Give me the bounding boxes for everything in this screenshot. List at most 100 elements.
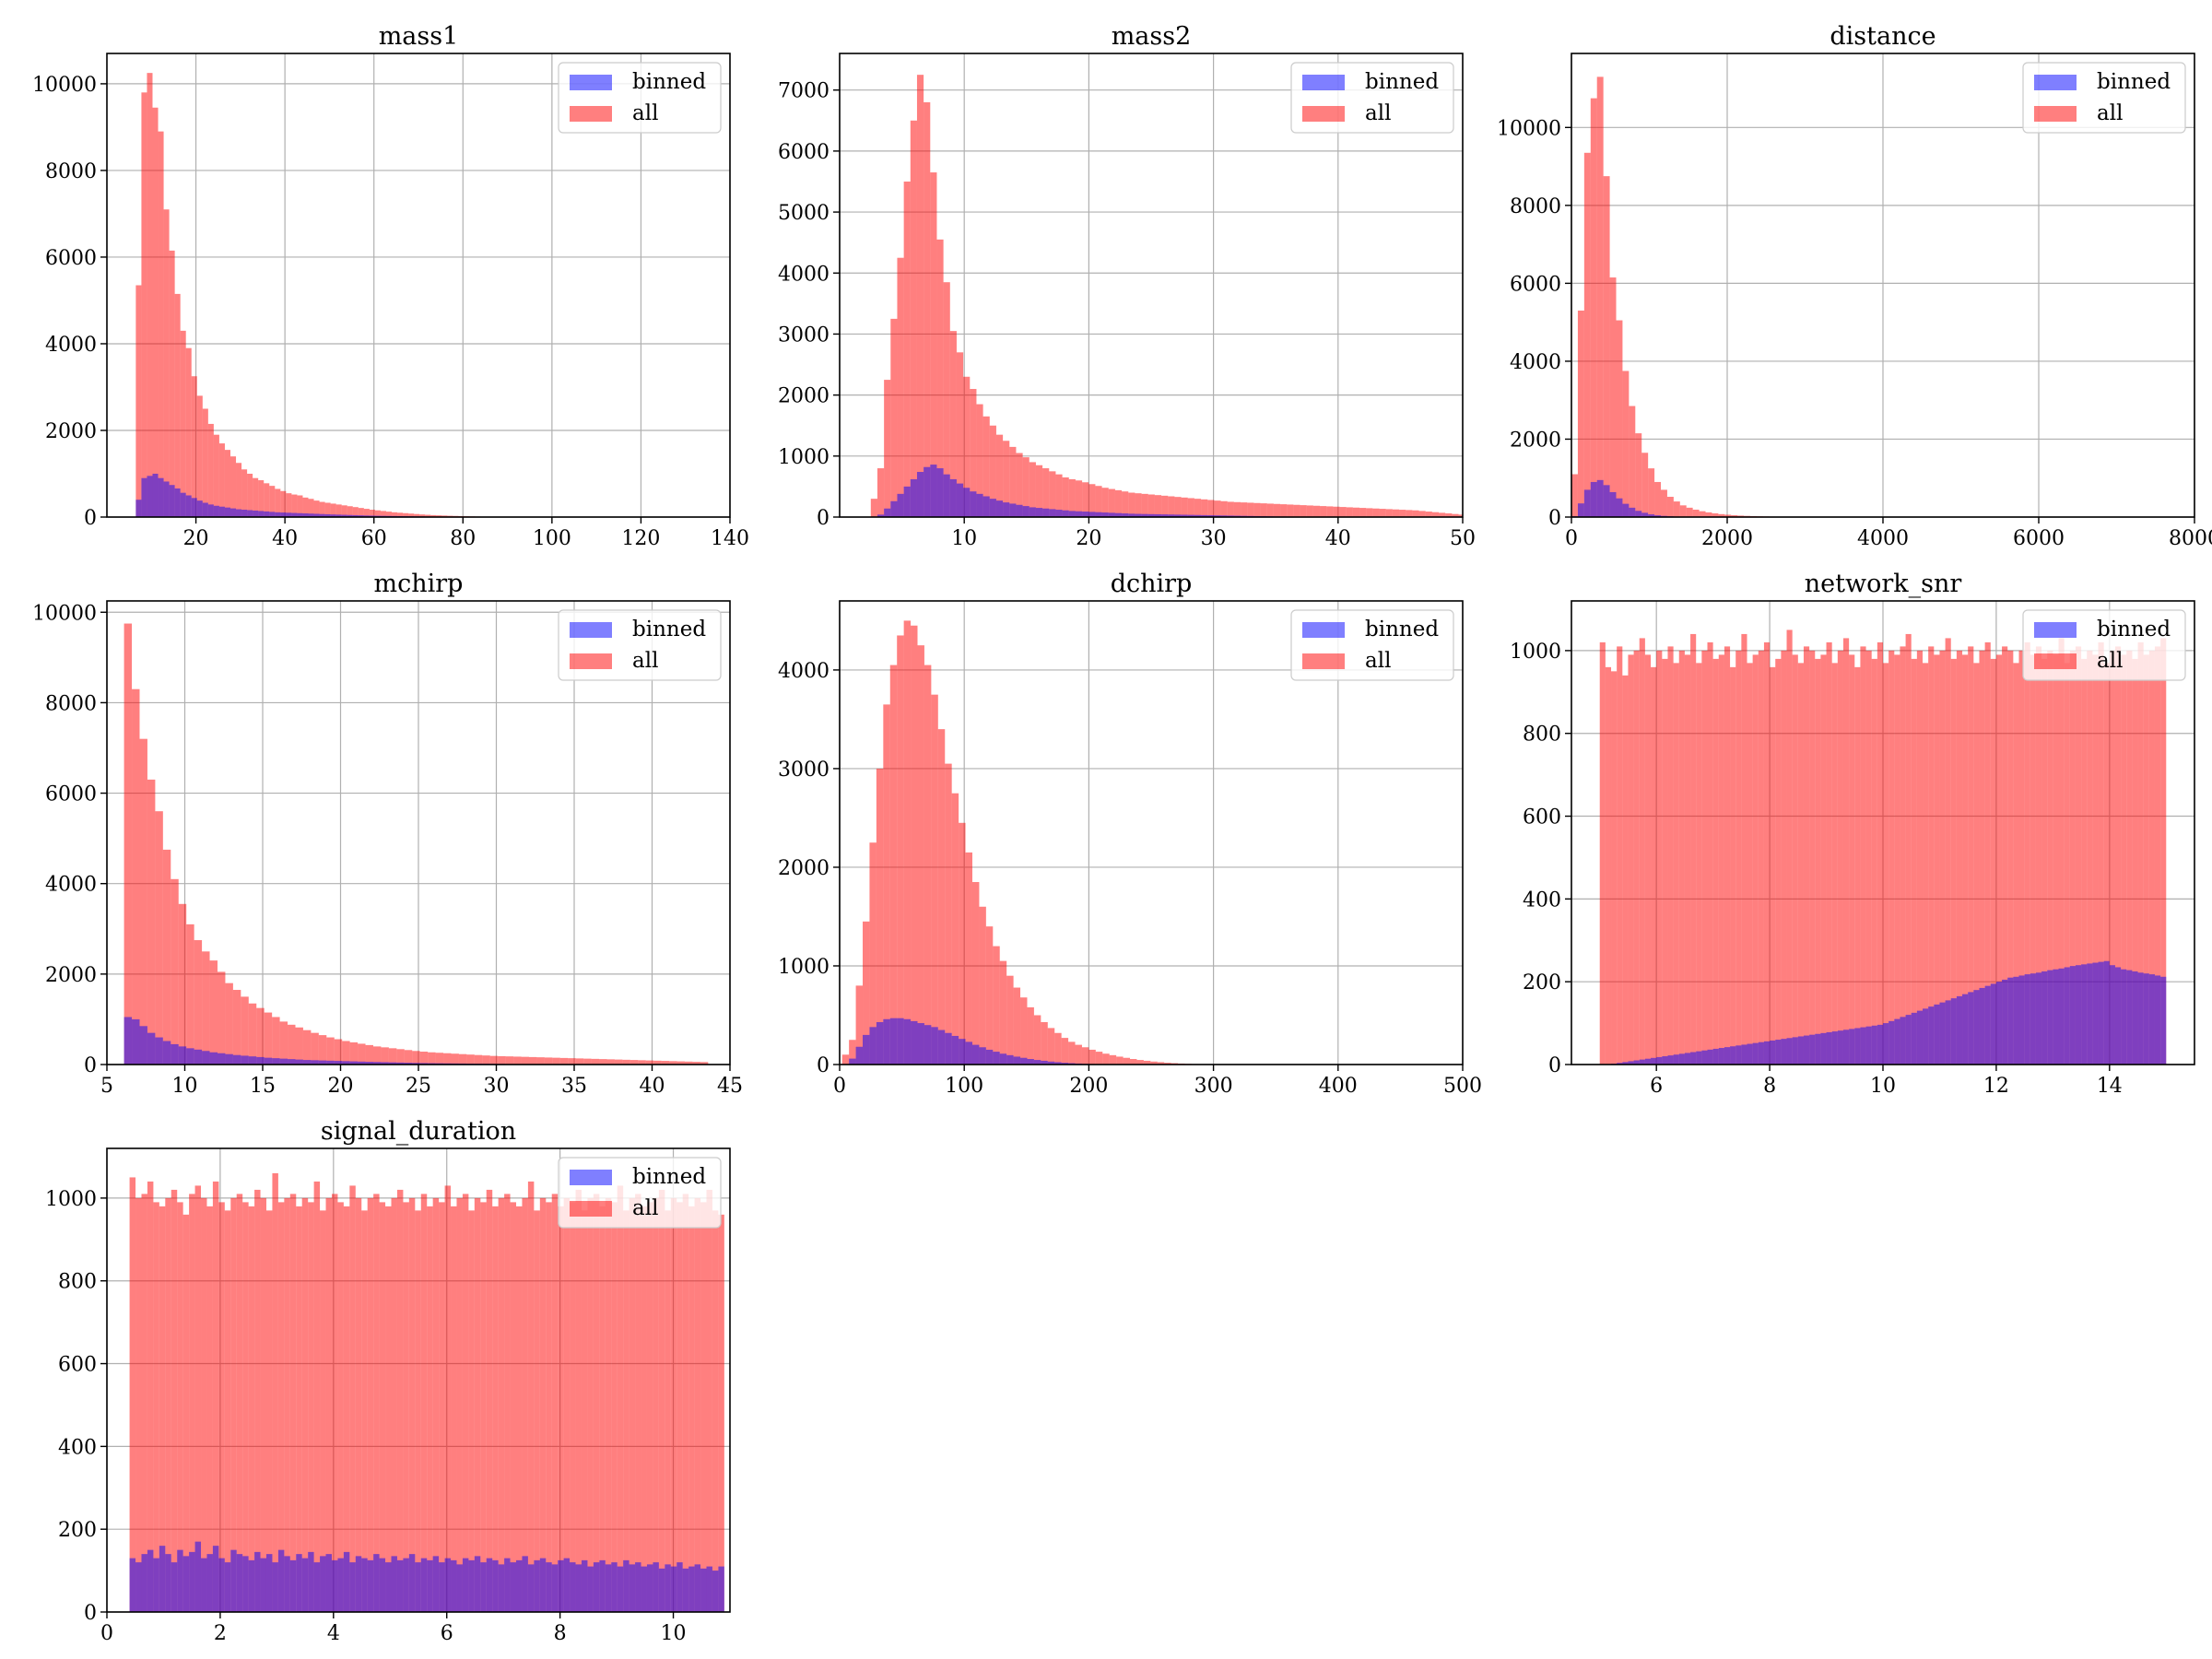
bar-binned	[248, 1559, 255, 1612]
y-tick-label: 1000	[778, 956, 830, 979]
bar-binned	[1122, 513, 1129, 517]
series-binned	[1611, 960, 2167, 1065]
bar-all	[1763, 641, 1771, 1065]
bar-binned	[326, 1060, 335, 1065]
bar-all	[883, 704, 890, 1065]
bar-all	[1934, 654, 1940, 1065]
bar-all	[1741, 633, 1747, 1065]
bar-binned	[218, 506, 225, 517]
bar-all	[1227, 501, 1234, 517]
bar-all	[1616, 320, 1623, 517]
x-tick-label: 120	[621, 527, 660, 550]
bar-all	[451, 1206, 457, 1612]
bar-all	[169, 250, 175, 517]
bar-all	[279, 1021, 288, 1065]
bar-all	[611, 1202, 618, 1612]
bar-binned	[546, 1562, 552, 1612]
bar-binned	[1622, 1062, 1629, 1065]
bar-all	[665, 1210, 671, 1612]
bar-binned	[653, 1562, 659, 1612]
bar-binned	[1718, 1048, 1724, 1065]
bar-binned	[132, 1018, 140, 1065]
bar-all	[247, 473, 253, 517]
bar-all	[623, 1210, 629, 1612]
bar-binned	[2081, 964, 2088, 1065]
bar-all	[943, 282, 950, 517]
bar-all	[951, 793, 959, 1065]
bar-binned	[358, 515, 364, 517]
bar-all	[568, 1058, 576, 1065]
bar-all	[380, 511, 386, 517]
bar-binned	[1590, 481, 1597, 517]
bar-binned	[1033, 1060, 1041, 1065]
bar-all	[194, 940, 203, 1065]
bar-binned	[432, 1556, 440, 1612]
bar-binned	[1923, 1008, 1929, 1065]
bar-all	[1826, 641, 1832, 1065]
bar-all	[162, 849, 171, 1065]
bar-binned	[451, 1559, 457, 1612]
bar-binned	[682, 1568, 689, 1612]
bar-binned	[124, 1017, 133, 1065]
x-tick-label: 100	[945, 1075, 983, 1098]
y-tick-label: 7000	[778, 80, 830, 103]
bar-binned	[551, 1564, 559, 1612]
bar-binned	[911, 1020, 918, 1065]
bar-all	[999, 960, 1007, 1065]
bar-all	[1758, 650, 1764, 1065]
bar-all	[510, 1202, 517, 1612]
bar-all	[2030, 654, 2036, 1065]
bar-all	[982, 416, 990, 517]
y-tick-label: 0	[817, 507, 830, 530]
legend-swatch-all	[570, 653, 612, 669]
bar-binned	[272, 1058, 280, 1065]
bar-all	[202, 951, 210, 1065]
bar-binned	[308, 513, 314, 517]
bar-binned	[658, 1568, 665, 1612]
bar-all	[551, 1194, 559, 1612]
bar-all	[1911, 658, 1917, 1065]
bar-binned	[178, 1046, 187, 1065]
series-all	[1599, 629, 2167, 1065]
bar-all	[1609, 277, 1617, 517]
bar-binned	[1095, 512, 1102, 517]
bar-binned	[212, 1546, 219, 1612]
bar-all	[638, 1060, 646, 1065]
y-tick-label: 0	[84, 1602, 97, 1625]
bar-all	[1068, 1041, 1076, 1065]
bar-all	[182, 1214, 190, 1612]
bar-binned	[343, 1551, 350, 1612]
x-tick-label: 20	[1076, 527, 1101, 550]
bar-binned	[224, 507, 230, 517]
bar-binned	[189, 1551, 195, 1612]
bar-binned	[1763, 1041, 1771, 1065]
bar-all	[498, 1197, 505, 1612]
bar-all	[1718, 513, 1725, 517]
bar-all	[575, 1058, 584, 1065]
bar-all	[1042, 468, 1050, 517]
bar-binned	[302, 513, 309, 517]
bar-binned	[1616, 498, 1623, 517]
bar-all	[1928, 646, 1935, 1065]
bar-binned	[963, 488, 971, 517]
bar-binned	[1826, 1031, 1832, 1065]
bar-binned	[284, 1556, 290, 1612]
bar-binned	[1114, 512, 1123, 517]
bar-binned	[264, 1057, 273, 1065]
bar-binned	[159, 1546, 166, 1612]
bar-binned	[1020, 1057, 1028, 1065]
bar-binned	[1641, 512, 1649, 517]
bar-all	[706, 1189, 712, 1612]
bar-binned	[1735, 1045, 1742, 1065]
bar-binned	[1758, 1041, 1764, 1065]
axes-frame	[839, 600, 1464, 1065]
bar-binned	[1979, 987, 1985, 1065]
y-tick-label: 10000	[1497, 117, 1561, 140]
bar-all	[318, 1035, 327, 1065]
bar-all	[1705, 512, 1712, 517]
bar-all	[522, 1197, 528, 1612]
x-tick-label: 500	[1443, 1075, 1482, 1098]
bar-binned	[1837, 1030, 1843, 1065]
bar-all	[1445, 513, 1453, 517]
bar-all	[1016, 453, 1023, 517]
